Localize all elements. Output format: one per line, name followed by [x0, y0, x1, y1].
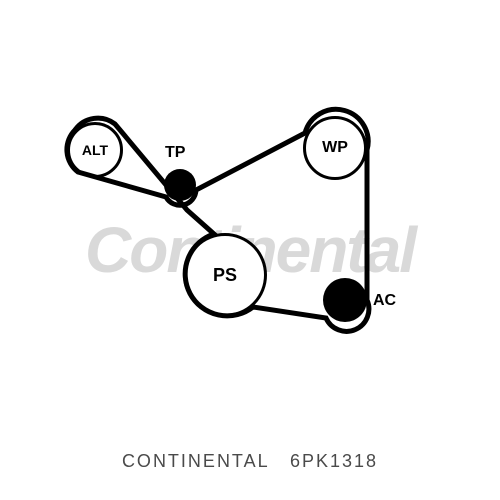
belt-routing-diagram [0, 0, 500, 500]
footer-caption: CONTINENTAL 6PK1318 [0, 451, 500, 472]
belt-path [67, 109, 369, 331]
footer-part-number: 6PK1318 [290, 451, 378, 471]
pulley-tp-label: TP [165, 144, 185, 162]
pulley-ac-label: AC [373, 292, 396, 310]
footer-brand: CONTINENTAL [122, 451, 269, 471]
